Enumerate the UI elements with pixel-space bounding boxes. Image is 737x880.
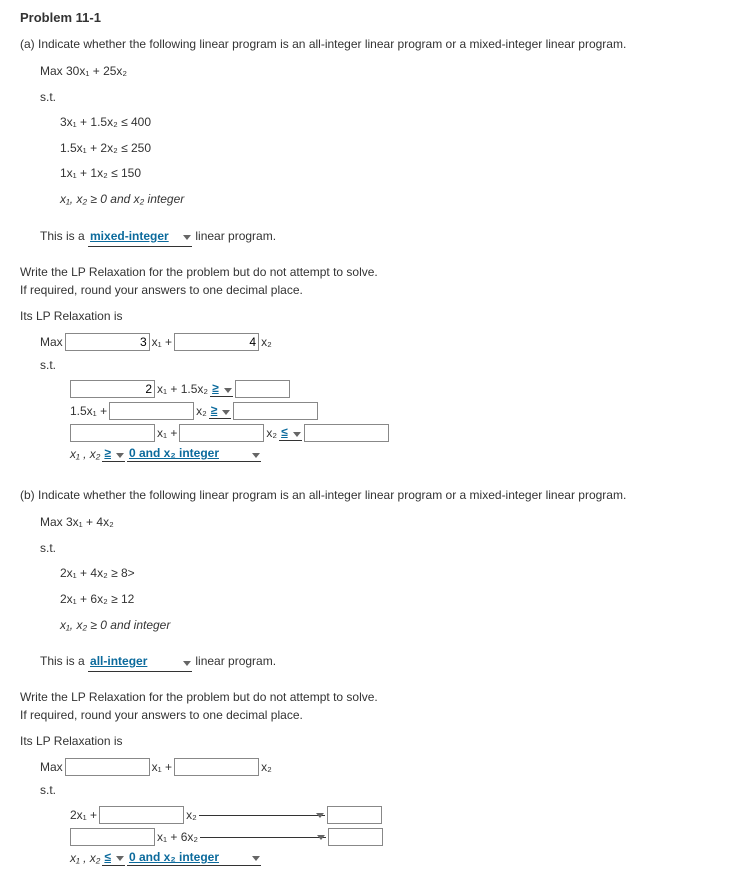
a-c2: 1.5x₁ + 2x₂ ≤ 250 xyxy=(60,138,717,160)
b-thisis-post: linear program. xyxy=(195,654,276,668)
b-c1: 2x₁ + 4x₂ ≥ 8> xyxy=(60,563,717,585)
a-r2-op-dropdown[interactable]: ≥ xyxy=(209,403,232,419)
a-r3-input1[interactable] xyxy=(70,424,155,442)
a-r2-input[interactable] xyxy=(109,402,194,420)
a-thisis-post: linear program. xyxy=(195,229,276,243)
a-r2-head: 1.5x₁ + xyxy=(70,404,107,418)
b-r2-rhs-input[interactable] xyxy=(328,828,383,846)
b-st2: s.t. xyxy=(40,780,717,802)
a-c3: 1x₁ + 1x₂ ≤ 150 xyxy=(60,163,717,185)
problem-title: Problem 11-1 xyxy=(20,10,717,25)
b-c2: 2x₁ + 6x₂ ≥ 12 xyxy=(60,589,717,611)
a-type-dropdown[interactable]: mixed-integer xyxy=(88,227,192,247)
a-r1-tail: x₁ + 1.5x₂ xyxy=(157,382,208,396)
a-r4-tail-dropdown[interactable]: 0 and x₂ integer xyxy=(127,446,261,462)
b-max-coef2-input[interactable] xyxy=(174,758,259,776)
a-r4-head: x₁ , x₂ xyxy=(70,447,100,461)
a-r2-x2: x₂ xyxy=(196,404,207,418)
a-r3-x1plus: x₁ + xyxy=(157,426,177,440)
a-c1: 3x₁ + 1.5x₂ ≤ 400 xyxy=(60,112,717,134)
b-c3: x₁, x₂ ≥ 0 and integer xyxy=(60,615,717,637)
a-relax-is: Its LP Relaxation is xyxy=(20,307,717,325)
b-r2-mid: x₁ + 6x₂ xyxy=(157,830,198,844)
a-r1-input[interactable] xyxy=(70,380,155,398)
b-st: s.t. xyxy=(40,538,717,560)
a-st: s.t. xyxy=(40,87,717,109)
b-r2-input[interactable] xyxy=(70,828,155,846)
a-r3-input2[interactable] xyxy=(179,424,264,442)
a-c4: x₁, x₂ ≥ 0 and x₂ integer xyxy=(60,189,717,211)
b-x1plus: x₁ + xyxy=(152,760,172,774)
a-thisis-pre: This is a xyxy=(40,229,88,243)
a-r3-rhs-input[interactable] xyxy=(304,424,389,442)
b-relax-is: Its LP Relaxation is xyxy=(20,732,717,750)
part-b-prompt: (b) Indicate whether the following linea… xyxy=(20,486,717,504)
a-r2-rhs-input[interactable] xyxy=(233,402,318,420)
a-x1plus: x₁ + xyxy=(152,335,172,349)
a-r4-op1-dropdown[interactable]: ≥ xyxy=(102,446,125,462)
a-max-coef1-input[interactable] xyxy=(65,333,150,351)
a-r1-rhs-input[interactable] xyxy=(235,380,290,398)
b-max-coef1-input[interactable] xyxy=(65,758,150,776)
b-max-label: Max xyxy=(40,760,63,774)
a-r1-op-dropdown[interactable]: ≥ xyxy=(210,381,233,397)
a-relax-intro2: If required, round your answers to one d… xyxy=(20,281,717,299)
a-max-coef2-input[interactable] xyxy=(174,333,259,351)
a-relax-intro1: Write the LP Relaxation for the problem … xyxy=(20,263,717,281)
b-relax-intro1: Write the LP Relaxation for the problem … xyxy=(20,688,717,706)
a-st2: s.t. xyxy=(40,355,717,377)
a-max-label: Max xyxy=(40,335,63,349)
b-r2-op-dropdown[interactable] xyxy=(200,836,326,838)
a-objective: Max 30x₁ + 25x₂ xyxy=(40,61,717,83)
b-r3-head: x₁ , x₂ xyxy=(70,851,100,865)
a-r3-op-dropdown[interactable]: ≤ xyxy=(279,425,302,441)
b-r3-tail-dropdown[interactable]: 0 and x₂ integer xyxy=(127,850,261,866)
a-x2: x₂ xyxy=(261,335,272,349)
a-r3-x2: x₂ xyxy=(266,426,277,440)
b-type-dropdown[interactable]: all-integer xyxy=(88,652,192,672)
b-objective: Max 3x₁ + 4x₂ xyxy=(40,512,717,534)
b-thisis-pre: This is a xyxy=(40,654,88,668)
b-relax-intro2: If required, round your answers to one d… xyxy=(20,706,717,724)
b-x2: x₂ xyxy=(261,760,272,774)
part-a-prompt: (a) Indicate whether the following linea… xyxy=(20,35,717,53)
b-r3-op-dropdown[interactable]: ≤ xyxy=(102,850,125,866)
